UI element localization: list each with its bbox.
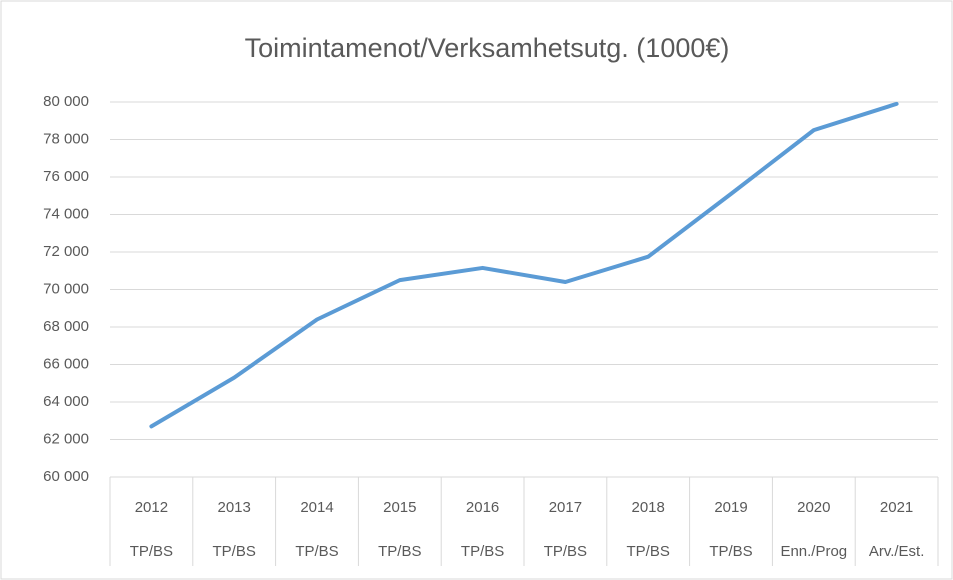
y-tick-label: 74 000: [43, 205, 89, 222]
chart-title: Toimintamenot/Verksamhetsutg. (1000€): [245, 33, 730, 63]
x-tick-sublabel: TP/BS: [130, 543, 173, 560]
x-tick-sublabel: TP/BS: [295, 543, 338, 560]
y-tick-label: 62 000: [43, 430, 89, 447]
x-tick-sublabel: TP/BS: [461, 543, 504, 560]
y-tick-label: 70 000: [43, 280, 89, 297]
x-tick-sublabel: TP/BS: [709, 543, 752, 560]
y-tick-label: 68 000: [43, 318, 89, 335]
y-tick-label: 78 000: [43, 130, 89, 147]
y-tick-label: 60 000: [43, 468, 89, 485]
x-tick-label: 2018: [632, 499, 665, 516]
x-tick-sublabel: Enn./Prog: [780, 543, 847, 560]
y-tick-label: 80 000: [43, 93, 89, 110]
x-tick-label: 2015: [383, 499, 416, 516]
x-tick-label: 2019: [714, 499, 747, 516]
x-tick-sublabel: TP/BS: [544, 543, 587, 560]
x-tick-sublabel: TP/BS: [213, 543, 256, 560]
y-tick-label: 72 000: [43, 243, 89, 260]
x-tick-label: 2017: [549, 499, 582, 516]
y-tick-label: 66 000: [43, 355, 89, 372]
x-tick-sublabel: Arv./Est.: [869, 543, 925, 560]
x-tick-label: 2013: [218, 499, 251, 516]
y-tick-label: 76 000: [43, 168, 89, 185]
x-tick-label: 2016: [466, 499, 499, 516]
y-tick-label: 64 000: [43, 393, 89, 410]
x-tick-sublabel: TP/BS: [378, 543, 421, 560]
data-line: [149, 101, 899, 429]
x-tick-label: 2014: [300, 499, 333, 516]
x-tick-sublabel: TP/BS: [627, 543, 670, 560]
x-tick-label: 2021: [880, 499, 913, 516]
x-tick-label: 2020: [797, 499, 830, 516]
x-tick-label: 2012: [135, 499, 168, 516]
